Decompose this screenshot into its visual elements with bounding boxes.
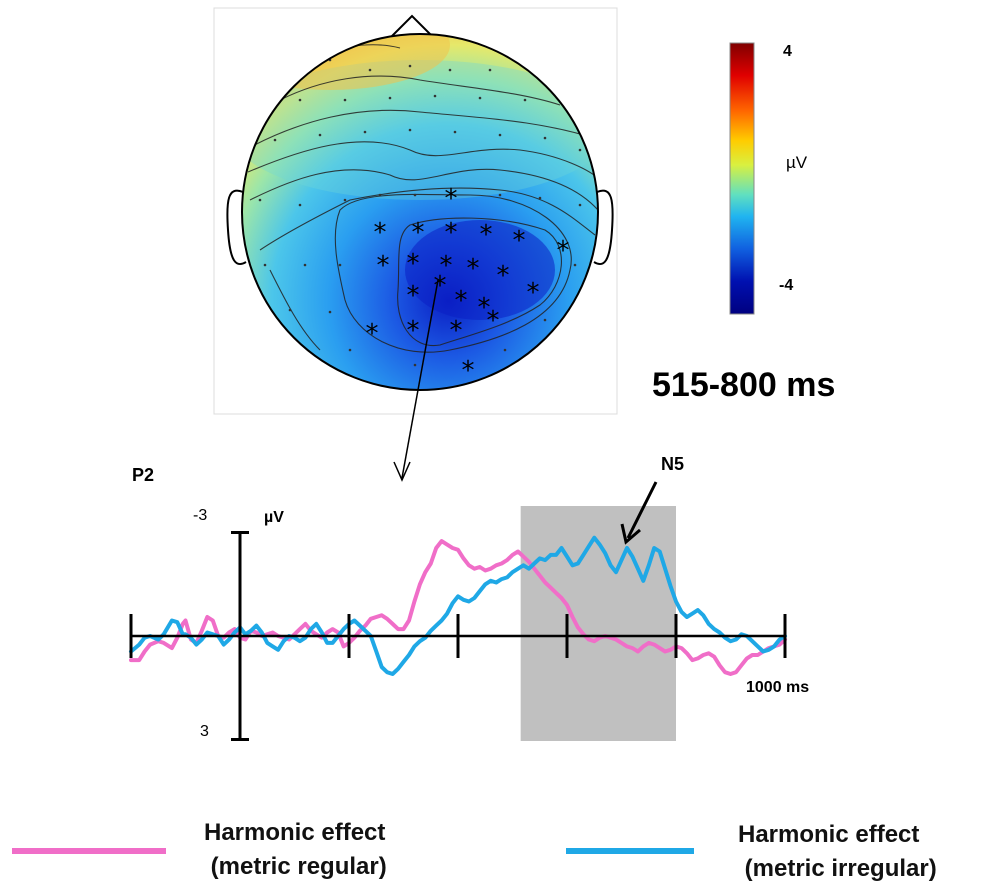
significant-electrode-marker: * xyxy=(434,271,447,301)
significant-electrode-marker: * xyxy=(462,356,475,386)
y-bottom-tick-label: 3 xyxy=(200,723,209,740)
significant-electrode-marker: * xyxy=(407,316,420,346)
significant-electrode-marker: * xyxy=(445,184,458,214)
x-end-label: 1000 ms xyxy=(746,679,809,696)
significant-electrode-marker: * xyxy=(445,218,458,248)
significant-electrode-marker: * xyxy=(513,226,526,256)
significant-electrode-marker: * xyxy=(374,218,387,248)
colorbar-max-label: 4 xyxy=(783,43,792,60)
series-line-metric-irregular xyxy=(129,535,787,676)
significant-electrode-marker: * xyxy=(412,218,425,248)
electrode-label: P2 xyxy=(132,465,154,485)
legend-swatch-regular xyxy=(12,848,166,854)
pointer-arrowhead xyxy=(393,461,411,482)
colorbar: 4 µV -4 xyxy=(729,42,808,315)
electrode-dots xyxy=(258,58,582,367)
component-arrowhead xyxy=(620,523,641,545)
significant-electrode-marker: * xyxy=(557,236,570,266)
significant-electrodes: ** * * * * ** * * * *** * * *** * ** xyxy=(366,184,570,386)
significant-electrode-marker: * xyxy=(440,251,453,281)
scalp-deep-blue xyxy=(405,220,555,320)
significant-electrode-marker: * xyxy=(497,261,510,291)
significant-electrode-marker: * xyxy=(480,220,493,250)
colorbar-unit-label: µV xyxy=(786,153,808,172)
scalp-cyan-band xyxy=(242,60,598,200)
component-label: N5 xyxy=(661,454,684,474)
significant-electrode-marker: * xyxy=(478,293,491,323)
significant-electrode-marker: * xyxy=(407,281,420,311)
colorbar-min-label: -4 xyxy=(779,277,793,294)
legend-label-irregular: Harmonic effect (metric irregular) xyxy=(738,821,937,882)
axes-layer xyxy=(129,531,787,741)
significant-electrode-marker: * xyxy=(527,278,540,308)
significant-electrode-marker: * xyxy=(467,254,480,284)
significant-electrode-marker: * xyxy=(455,286,468,316)
topographic-map: ** * * * * ** * * * *** * * *** * ** xyxy=(213,7,618,482)
legend-label-regular: Harmonic effect (metric regular) xyxy=(204,819,387,880)
significant-electrode-marker: * xyxy=(407,249,420,279)
significant-electrode-marker: * xyxy=(487,306,500,336)
significant-electrode-marker: * xyxy=(450,316,463,346)
head-outline xyxy=(241,33,599,391)
y-top-tick-label: -3 xyxy=(193,507,207,524)
significant-electrode-marker: * xyxy=(377,251,390,281)
legend-swatch-irregular xyxy=(566,848,694,854)
pointer-line xyxy=(401,279,439,479)
erp-plot: P2 N5 µV -3 3 1000 ms xyxy=(129,454,809,741)
contour-lines xyxy=(244,44,598,353)
significant-electrode-marker: * xyxy=(366,319,379,349)
colorbar-gradient xyxy=(729,42,755,315)
time-window-label: 515-800 ms xyxy=(652,366,835,404)
y-unit-label: µV xyxy=(264,509,284,526)
component-arrow-line xyxy=(626,481,658,539)
